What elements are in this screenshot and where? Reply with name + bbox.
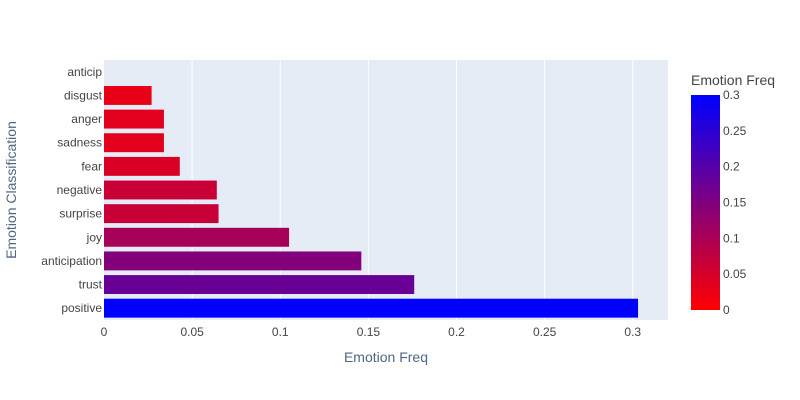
colorbar-tick-label: 0.1: [723, 231, 740, 245]
bar-anger: [104, 109, 164, 129]
y-tick-label: fear: [81, 159, 102, 173]
colorbar-title: Emotion Freq: [691, 72, 775, 88]
colorbar-tick-label: 0: [723, 303, 730, 317]
colorbar-tick-label: 0.2: [723, 160, 740, 174]
y-axis-tick-labels: positive trust anticipation joy surprise nega…: [41, 65, 102, 315]
x-axis-title: Emotion Freq: [344, 349, 428, 365]
bar-surprise: [104, 204, 219, 224]
bar-anticipation: [104, 251, 362, 271]
y-tick-label: trust: [79, 278, 103, 292]
x-tick-label: 0.3: [624, 325, 641, 339]
colorbar-tick-label: 0.25: [723, 124, 747, 138]
x-tick-label: 0.1: [272, 325, 289, 339]
x-tick-label: 0.15: [357, 325, 381, 339]
colorbar-tick-label: 0.3: [723, 88, 740, 102]
colorbar-tick-label: 0.15: [723, 196, 747, 210]
y-tick-label: negative: [57, 183, 103, 197]
y-tick-label: anticip: [67, 65, 102, 79]
x-axis-tick-labels: 0 0.05 0.1 0.15 0.2 0.25 0.3: [101, 325, 642, 339]
y-axis-title: Emotion Classification: [3, 121, 19, 259]
colorbar-tick-label: 0.05: [723, 267, 747, 281]
y-tick-label: positive: [61, 301, 102, 315]
bar-sadness: [104, 133, 164, 153]
y-tick-label: anticipation: [41, 254, 102, 268]
y-tick-label: joy: [86, 230, 102, 244]
bar-series: [104, 86, 639, 318]
x-tick-label: 0: [101, 325, 108, 339]
x-tick-label: 0.05: [180, 325, 204, 339]
bar-trust: [104, 275, 415, 294]
x-tick-label: 0.25: [533, 325, 557, 339]
x-tick-label: 0.2: [448, 325, 465, 339]
x-gridlines: [191, 60, 634, 320]
bar-joy: [104, 227, 290, 247]
bar-positive: [104, 298, 639, 318]
colorbar-tick-labels: 0 0.05 0.1 0.15 0.2 0.25 0.3: [723, 88, 747, 317]
y-tick-label: surprise: [59, 207, 102, 221]
bar-negative: [104, 180, 217, 200]
bar-disgust: [104, 86, 152, 105]
colorbar: [691, 95, 720, 310]
y-tick-label: sadness: [57, 136, 102, 150]
bar-fear: [104, 156, 180, 176]
y-tick-label: disgust: [64, 88, 103, 102]
y-tick-label: anger: [71, 112, 102, 126]
